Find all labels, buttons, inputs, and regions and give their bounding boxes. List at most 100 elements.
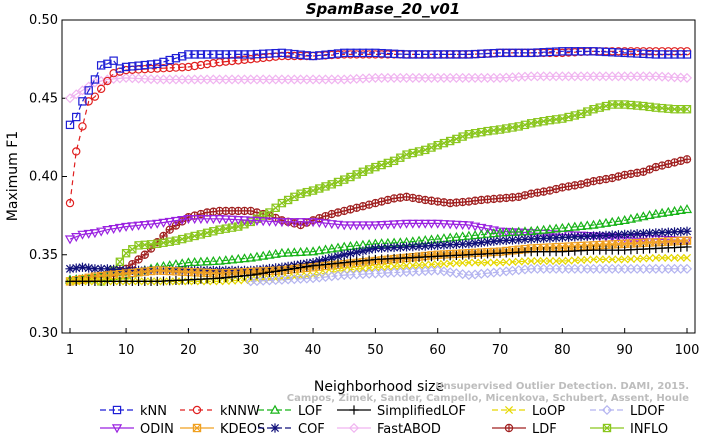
data-point bbox=[495, 48, 505, 58]
data-point bbox=[651, 50, 661, 59]
data-point bbox=[632, 49, 642, 58]
legend-marker bbox=[270, 423, 280, 433]
data-point bbox=[408, 261, 417, 270]
data-point bbox=[171, 53, 181, 63]
data-point bbox=[483, 49, 492, 58]
data-point bbox=[427, 196, 436, 205]
data-point bbox=[651, 253, 660, 262]
x-tick-label: 40 bbox=[305, 343, 322, 358]
data-point bbox=[539, 187, 548, 196]
x-tick-label: 100 bbox=[675, 343, 700, 358]
data-point bbox=[558, 47, 567, 56]
data-point bbox=[594, 218, 605, 228]
data-point bbox=[383, 49, 393, 58]
y-tick-label: 0.40 bbox=[29, 170, 58, 185]
data-point bbox=[332, 220, 344, 230]
data-point bbox=[308, 261, 318, 271]
data-point bbox=[658, 253, 667, 262]
data-point bbox=[514, 257, 523, 266]
data-point bbox=[682, 242, 692, 252]
data-point bbox=[190, 50, 199, 59]
legend-marker bbox=[348, 422, 360, 434]
data-point bbox=[84, 86, 93, 95]
data-point bbox=[351, 221, 362, 231]
data-point bbox=[264, 249, 275, 259]
data-point bbox=[595, 175, 604, 185]
plot-area: 0.30 0.35 0.40 0.45 0.50 1 10 20 30 40 50 60 70 80 90 1… bbox=[29, 13, 699, 358]
data-point bbox=[395, 242, 405, 252]
x-tick-label: 10 bbox=[118, 343, 135, 358]
data-point bbox=[396, 261, 405, 271]
data-point bbox=[445, 240, 455, 250]
data-point bbox=[670, 253, 679, 262]
data-point bbox=[196, 265, 206, 275]
data-point bbox=[657, 71, 668, 82]
data-point bbox=[352, 48, 361, 58]
data-point bbox=[663, 206, 674, 216]
data-point bbox=[514, 48, 523, 58]
data-point bbox=[439, 50, 449, 59]
data-point bbox=[134, 61, 143, 70]
data-point bbox=[234, 56, 243, 65]
data-point bbox=[215, 58, 224, 67]
data-point bbox=[133, 221, 144, 231]
data-point bbox=[519, 228, 531, 238]
data-point bbox=[333, 49, 343, 58]
data-point bbox=[645, 165, 654, 174]
data-point bbox=[227, 50, 237, 59]
data-point bbox=[589, 47, 598, 56]
data-point bbox=[676, 156, 685, 166]
data-point bbox=[452, 50, 461, 59]
data-point bbox=[645, 49, 654, 59]
data-point bbox=[552, 256, 561, 266]
data-point bbox=[545, 233, 555, 243]
data-point bbox=[320, 244, 331, 254]
data-point bbox=[669, 227, 680, 237]
data-point bbox=[371, 48, 380, 58]
data-point bbox=[315, 51, 324, 60]
series-LDOF bbox=[245, 263, 693, 287]
data-point bbox=[96, 227, 107, 237]
data-point bbox=[72, 112, 81, 122]
data-point bbox=[464, 239, 474, 249]
data-point bbox=[451, 220, 462, 230]
data-point bbox=[526, 225, 537, 235]
data-point bbox=[301, 246, 312, 256]
data-point bbox=[295, 262, 306, 273]
data-point bbox=[663, 71, 674, 83]
data-point bbox=[632, 212, 643, 222]
data-point bbox=[389, 49, 399, 59]
legend-marker bbox=[602, 423, 612, 433]
data-point bbox=[458, 239, 468, 249]
data-point bbox=[164, 217, 175, 227]
data-point bbox=[426, 219, 437, 229]
data-point bbox=[519, 226, 531, 236]
data-point bbox=[109, 264, 119, 274]
data-point bbox=[214, 215, 225, 225]
data-point bbox=[196, 209, 206, 219]
data-point bbox=[570, 256, 579, 265]
data-point bbox=[632, 229, 642, 239]
data-point bbox=[90, 75, 100, 84]
data-point bbox=[340, 48, 349, 58]
data-point bbox=[251, 216, 263, 226]
data-point bbox=[153, 59, 162, 69]
data-point bbox=[77, 230, 88, 240]
data-point bbox=[276, 218, 288, 228]
legend-item-COF: COF bbox=[258, 422, 325, 434]
data-point bbox=[607, 216, 618, 226]
data-point bbox=[190, 61, 199, 71]
legend-item-INFLO: INFLO bbox=[590, 422, 668, 434]
data-point bbox=[314, 218, 325, 228]
data-point bbox=[346, 48, 355, 58]
data-point bbox=[383, 243, 393, 253]
data-point bbox=[320, 254, 331, 265]
legend-item-KDEOS: KDEOS bbox=[180, 422, 265, 434]
legend-label: LDF bbox=[532, 422, 557, 434]
data-point bbox=[327, 209, 336, 219]
legend: kNN kNNW LOF SimplifiedLOF LoOP LDOF ODIN KDEOS… bbox=[100, 404, 668, 434]
data-point bbox=[514, 235, 524, 245]
data-point bbox=[65, 198, 75, 208]
data-point bbox=[607, 230, 617, 240]
data-point bbox=[496, 258, 505, 267]
